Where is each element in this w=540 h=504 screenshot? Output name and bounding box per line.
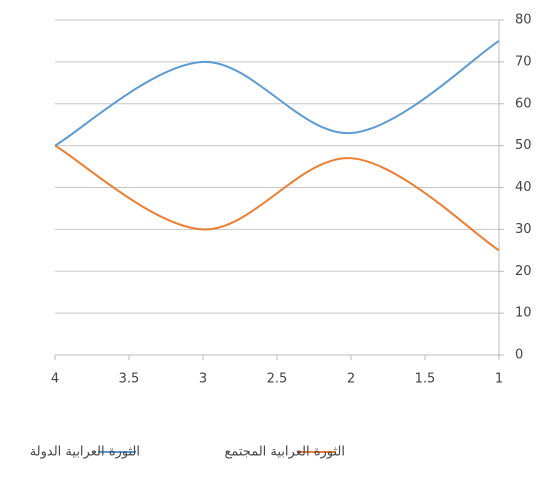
x-tick-label: 1 xyxy=(495,372,503,387)
legend-label: الثورة العرابية المجتمع xyxy=(224,445,345,460)
y-tick-label: 50 xyxy=(515,138,532,153)
y-tick-label: 0 xyxy=(515,348,523,363)
y-tick-label: 60 xyxy=(515,96,532,111)
y-tick-label: 70 xyxy=(515,54,532,69)
line-series xyxy=(54,144,500,252)
line-series xyxy=(54,40,500,147)
x-tick-label: 2 xyxy=(347,372,355,387)
y-tick-label: 40 xyxy=(515,180,532,195)
x-tick-label: 1.5 xyxy=(415,372,436,387)
y-tick-label: 20 xyxy=(515,264,532,279)
y-tick-label: 10 xyxy=(515,306,532,321)
y-tick-label: 30 xyxy=(515,222,532,237)
legend-label: الثورة العرابية الدولة xyxy=(30,445,140,460)
x-tick-label: 4 xyxy=(51,372,59,387)
y-tick-label: 80 xyxy=(515,13,532,28)
x-tick-label: 3.5 xyxy=(119,372,140,387)
x-tick-label: 2.5 xyxy=(267,372,288,387)
x-tick-label: 3 xyxy=(199,372,207,387)
